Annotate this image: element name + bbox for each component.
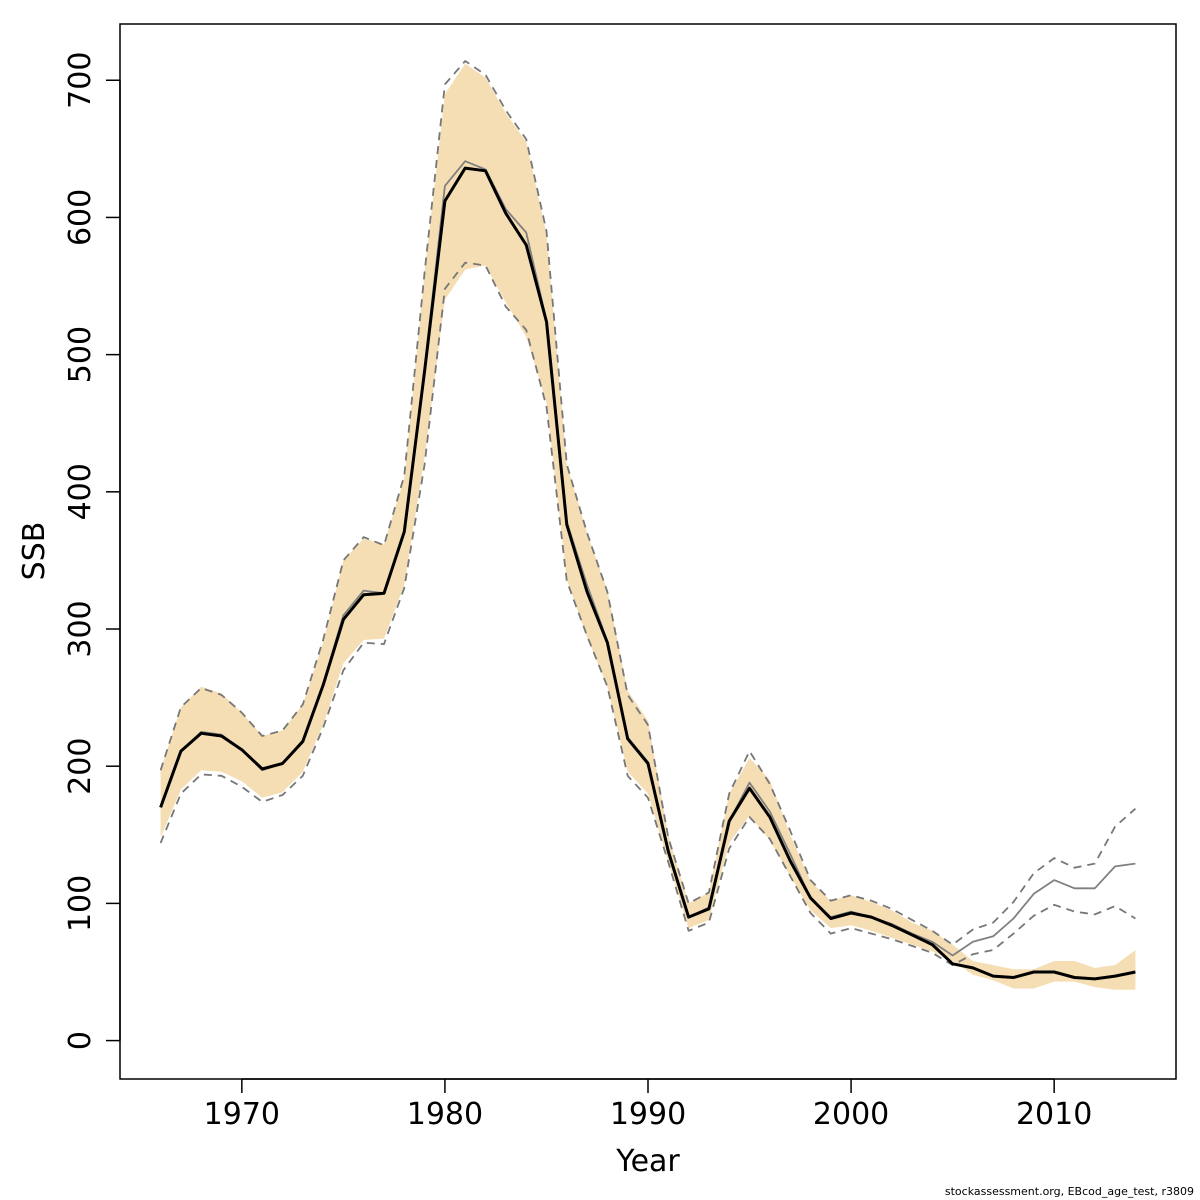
x-tick-label: 1980 bbox=[407, 1097, 483, 1132]
y-axis-title: SSB bbox=[17, 522, 52, 581]
series-line-layer bbox=[159, 60, 1136, 981]
confidence-band-layer bbox=[160, 63, 1136, 990]
confidence-band bbox=[160, 63, 1136, 990]
plot-frame bbox=[119, 23, 1177, 1080]
retro-upper-line bbox=[159, 60, 1136, 946]
y-tick-label: 0 bbox=[63, 1031, 98, 1050]
y-tick-label: 200 bbox=[63, 738, 98, 795]
y-tick-label: 400 bbox=[63, 463, 98, 520]
x-tick-label: 2010 bbox=[1016, 1097, 1092, 1132]
x-axis-title: Year bbox=[615, 1144, 680, 1179]
y-tick-label: 600 bbox=[63, 189, 98, 246]
x-tick-label: 1970 bbox=[204, 1097, 280, 1132]
x-axis: 1970 1980 1990 2000 2010 bbox=[204, 1078, 1092, 1132]
retro-lower-line bbox=[159, 261, 1136, 966]
y-tick-label: 300 bbox=[63, 600, 98, 657]
estimate-line bbox=[159, 166, 1136, 981]
y-tick-label: 500 bbox=[63, 326, 98, 383]
x-tick-label: 1990 bbox=[610, 1097, 686, 1132]
y-axis: 0 100 200 300 400 500 600 700 bbox=[63, 52, 121, 1050]
footnote: stockassessment.org, EBcod_age_test, r38… bbox=[944, 1185, 1194, 1198]
y-tick-label: 700 bbox=[63, 52, 98, 109]
retro-estimate-line bbox=[159, 160, 1136, 957]
x-tick-label: 2000 bbox=[813, 1097, 889, 1132]
y-tick-label: 100 bbox=[63, 875, 98, 932]
